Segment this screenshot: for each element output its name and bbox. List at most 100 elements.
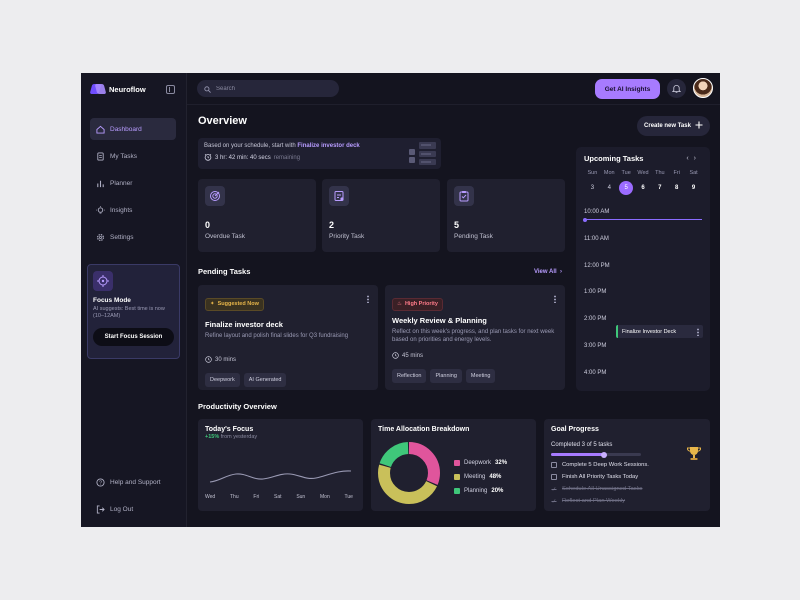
more-options-icon[interactable]	[367, 295, 369, 303]
schedule-suggestion: Based on your schedule, start with Final…	[198, 138, 441, 169]
help-and-support-link[interactable]: ? Help and Support	[96, 471, 161, 493]
home-icon	[96, 125, 105, 134]
avatar[interactable]	[693, 78, 713, 98]
logout-icon	[96, 504, 105, 514]
axis-label: Tue	[344, 494, 353, 500]
task-description: Refine layout and polish final slides fo…	[205, 332, 349, 339]
chevron-left-icon[interactable]: ‹	[686, 155, 694, 162]
goal-progress-fill	[551, 451, 607, 458]
time-slot: 12:00 PM	[584, 262, 610, 269]
chevron-right-icon[interactable]: ›	[693, 155, 701, 162]
schedule-illustration	[409, 142, 436, 165]
search-bar[interactable]	[197, 80, 339, 97]
tag[interactable]: Planning	[430, 368, 462, 383]
flame-icon: ♨	[397, 301, 402, 307]
collapse-sidebar-icon[interactable]	[166, 85, 175, 94]
trophy-icon	[686, 445, 702, 466]
legend-value: 32%	[495, 460, 508, 466]
time-slot: 4:00 PM	[584, 369, 607, 376]
sidebar-item-settings[interactable]: Settings	[90, 226, 176, 248]
upcoming-tasks-title: Upcoming Tasks	[584, 154, 644, 163]
timeline: 10:00 AM 11:00 AM 12:00 PM 1:00 PM 2:00 …	[583, 209, 703, 391]
countdown-timer: 3 hr: 42 min: 40 secs	[215, 155, 271, 161]
legend-swatch	[454, 460, 460, 466]
calendar-date[interactable]: 4	[601, 181, 618, 195]
goal-item-completed[interactable]: ✓ Schedule All Unassigned Tasks	[551, 483, 703, 495]
sidebar-item-insights[interactable]: Insights	[90, 199, 176, 221]
goal-item[interactable]: Complete 5 Deep Work Sessions.	[551, 459, 703, 471]
legend-item: Deepwork 32%	[454, 456, 507, 470]
calendar-date-selected[interactable]: 5	[618, 181, 635, 195]
task-description: Reflect on this week's progress, and pla…	[392, 328, 555, 343]
priority-icon	[329, 186, 349, 206]
legend-label: Deepwork	[464, 460, 492, 466]
change-suffix: from yesterday	[220, 434, 258, 440]
stat-card-priority[interactable]: 2 Priority Task	[322, 179, 440, 252]
calendar-date[interactable]: 3	[584, 181, 601, 195]
pending-tasks-heading: Pending Tasks	[198, 267, 251, 276]
legend-label: Planning	[464, 488, 488, 494]
calendar-date[interactable]: 8	[668, 181, 685, 195]
get-ai-insights-button[interactable]: Get AI Insights	[595, 79, 660, 99]
date-number: 9	[691, 185, 696, 191]
focus-change: +15% from yesterday	[205, 434, 356, 440]
goal-summary: Completed 3 of 5 tasks	[551, 442, 613, 448]
badge-label: Suggested Now	[217, 301, 259, 307]
sidebar-item-my-tasks[interactable]: My Tasks	[90, 145, 176, 167]
sidebar-item-label: Insights	[110, 206, 133, 214]
tag[interactable]: AI Generated	[243, 372, 287, 387]
legend-value: 48%	[489, 474, 502, 480]
checkmark-icon[interactable]: ✓	[551, 486, 557, 493]
calendar-date[interactable]: 6	[635, 181, 652, 195]
date-number: 3	[590, 185, 595, 191]
weekday-label: Thu	[655, 170, 665, 176]
log-out-link[interactable]: Log Out	[96, 498, 161, 520]
goal-item-completed[interactable]: ✓ Reflect and Plan Weekly	[551, 495, 703, 507]
goal-item-label: Finish All Priority Tasks Today	[562, 474, 639, 480]
weekday-axis: Wed Thu Fri Sat Sun Mon Tue	[205, 494, 353, 500]
axis-label: Fri	[253, 494, 260, 500]
event-title: Finalize Investor Deck	[622, 328, 677, 335]
task-title: Weekly Review & Planning	[392, 315, 487, 325]
task-card[interactable]: ♨ High Priority Weekly Review & Planning…	[385, 285, 565, 390]
stat-card-overdue[interactable]: 0 Overdue Task	[198, 179, 316, 252]
card-title: Goal Progress	[551, 426, 599, 433]
more-options-icon[interactable]	[554, 295, 556, 303]
productivity-overview-heading: Productivity Overview	[198, 402, 277, 411]
checkbox[interactable]	[551, 474, 557, 480]
checkbox[interactable]	[551, 462, 557, 468]
stat-label: Priority Task	[329, 233, 365, 240]
more-options-icon[interactable]	[697, 328, 699, 336]
svg-text:?: ?	[99, 480, 102, 486]
create-new-task-button[interactable]: Create new Task	[637, 116, 710, 136]
notifications-button[interactable]	[667, 79, 686, 98]
search-input[interactable]	[216, 85, 326, 92]
axis-label: Mon	[320, 494, 330, 500]
calendar-event[interactable]: Finalize Investor Deck	[616, 325, 703, 338]
tag[interactable]: Meeting	[465, 368, 496, 383]
axis-label: Sat	[274, 494, 282, 500]
task-tags: Deepwork AI Generated	[205, 372, 371, 387]
create-new-task-label: Create new Task	[644, 123, 691, 129]
axis-label: Sun	[296, 494, 306, 500]
suggested-task-link[interactable]: Finalize investor deck	[297, 143, 360, 149]
checkmark-icon[interactable]: ✓	[551, 498, 557, 505]
goal-item[interactable]: Finish All Priority Tasks Today	[551, 471, 703, 483]
tag[interactable]: Deepwork	[205, 372, 240, 387]
time-slot: 3:00 PM	[584, 342, 607, 349]
focus-mode-card: Focus Mode AI suggests: Best time is now…	[87, 264, 180, 359]
calendar-date[interactable]: 7	[651, 181, 668, 195]
sidebar-item-planner[interactable]: Planner	[90, 172, 176, 194]
tag[interactable]: Reflection	[392, 368, 427, 383]
start-focus-session-button[interactable]: Start Focus Session	[93, 327, 174, 346]
task-duration: 45 mins	[392, 351, 558, 361]
stat-card-pending[interactable]: 5 Pending Task	[447, 179, 565, 252]
task-card[interactable]: ✦ Suggested Now Finalize investor deck R…	[198, 285, 378, 390]
gear-icon	[96, 233, 105, 242]
calendar-date[interactable]: 9	[685, 181, 702, 195]
view-all-link[interactable]: View All ›	[534, 269, 562, 275]
sidebar-item-dashboard[interactable]: Dashboard	[90, 118, 176, 140]
stat-value: 2	[329, 220, 335, 230]
time-slot: 11:00 AM	[584, 235, 609, 242]
time-slot: 10:00 AM	[584, 209, 610, 215]
